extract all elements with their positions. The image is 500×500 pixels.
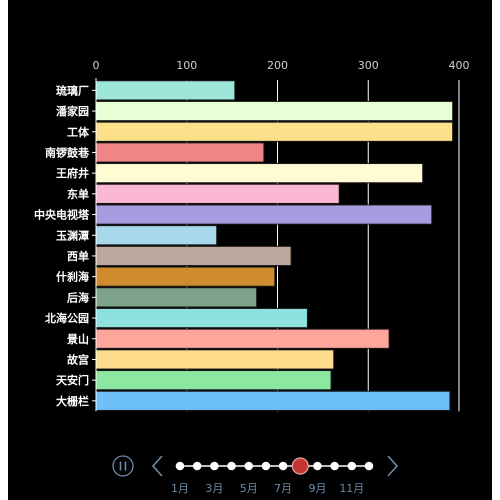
x-tick-label: 100 [176,59,197,72]
category-label: 工体 [67,125,90,139]
x-tick-label: 0 [93,59,100,72]
timeline-point[interactable] [244,461,254,471]
x-tick-label: 200 [267,59,288,72]
chevron-right-icon[interactable] [387,455,399,477]
bar [95,287,258,308]
category-label: 中央电视塔 [34,208,90,222]
timeline-label: 7月 [274,482,292,495]
category-label: 玉渊潭 [56,228,89,242]
timeline-point[interactable] [278,461,288,471]
bar [95,80,236,101]
timeline-point[interactable] [330,461,339,471]
bar [95,204,433,225]
bar [95,349,335,370]
bar [95,121,454,142]
bar [95,266,276,287]
category-label: 什刹海 [56,270,89,284]
bar [95,100,454,122]
x-tick-label: 400 [449,59,470,72]
timeline-point[interactable] [192,461,202,471]
category-label: 王府井 [56,166,89,180]
timeline-point[interactable] [227,461,236,471]
bar [95,225,218,246]
category-label: 大栅栏 [56,394,89,408]
category-label: 北海公园 [45,311,89,325]
category-label: 天安门 [56,373,89,387]
timeline-label: 3月 [205,482,223,495]
timeline-current-point[interactable] [291,457,309,475]
timeline-point[interactable] [210,461,219,471]
bar [95,163,424,184]
timeline-label: 11月 [339,482,364,495]
bar [95,390,451,411]
bar [95,370,332,391]
timeline-point[interactable] [347,461,357,471]
category-label: 故宫 [67,352,89,366]
bar [95,328,390,349]
timeline-point[interactable] [175,461,185,471]
bar [95,245,292,267]
category-label: 潘家园 [56,104,89,118]
category-label: 景山 [66,332,89,346]
timeline-point[interactable] [364,461,374,471]
bar [95,142,265,163]
category-label: 琉璃厂 [56,83,89,97]
x-tick-label: 300 [358,59,379,72]
timeline-label: 9月 [308,482,326,495]
timeline-label: 5月 [240,482,258,495]
bar [95,307,308,329]
category-label: 西单 [67,249,89,263]
timeline-point[interactable] [313,461,322,471]
timeline-point[interactable] [261,461,271,471]
pause-icon[interactable] [112,455,134,477]
timeline-label: 1月 [171,482,189,495]
bar [95,183,340,204]
category-label: 东单 [67,187,89,201]
chevron-left-icon[interactable] [151,455,163,477]
category-label: 南锣鼓巷 [45,145,90,159]
category-label: 后海 [67,290,89,304]
